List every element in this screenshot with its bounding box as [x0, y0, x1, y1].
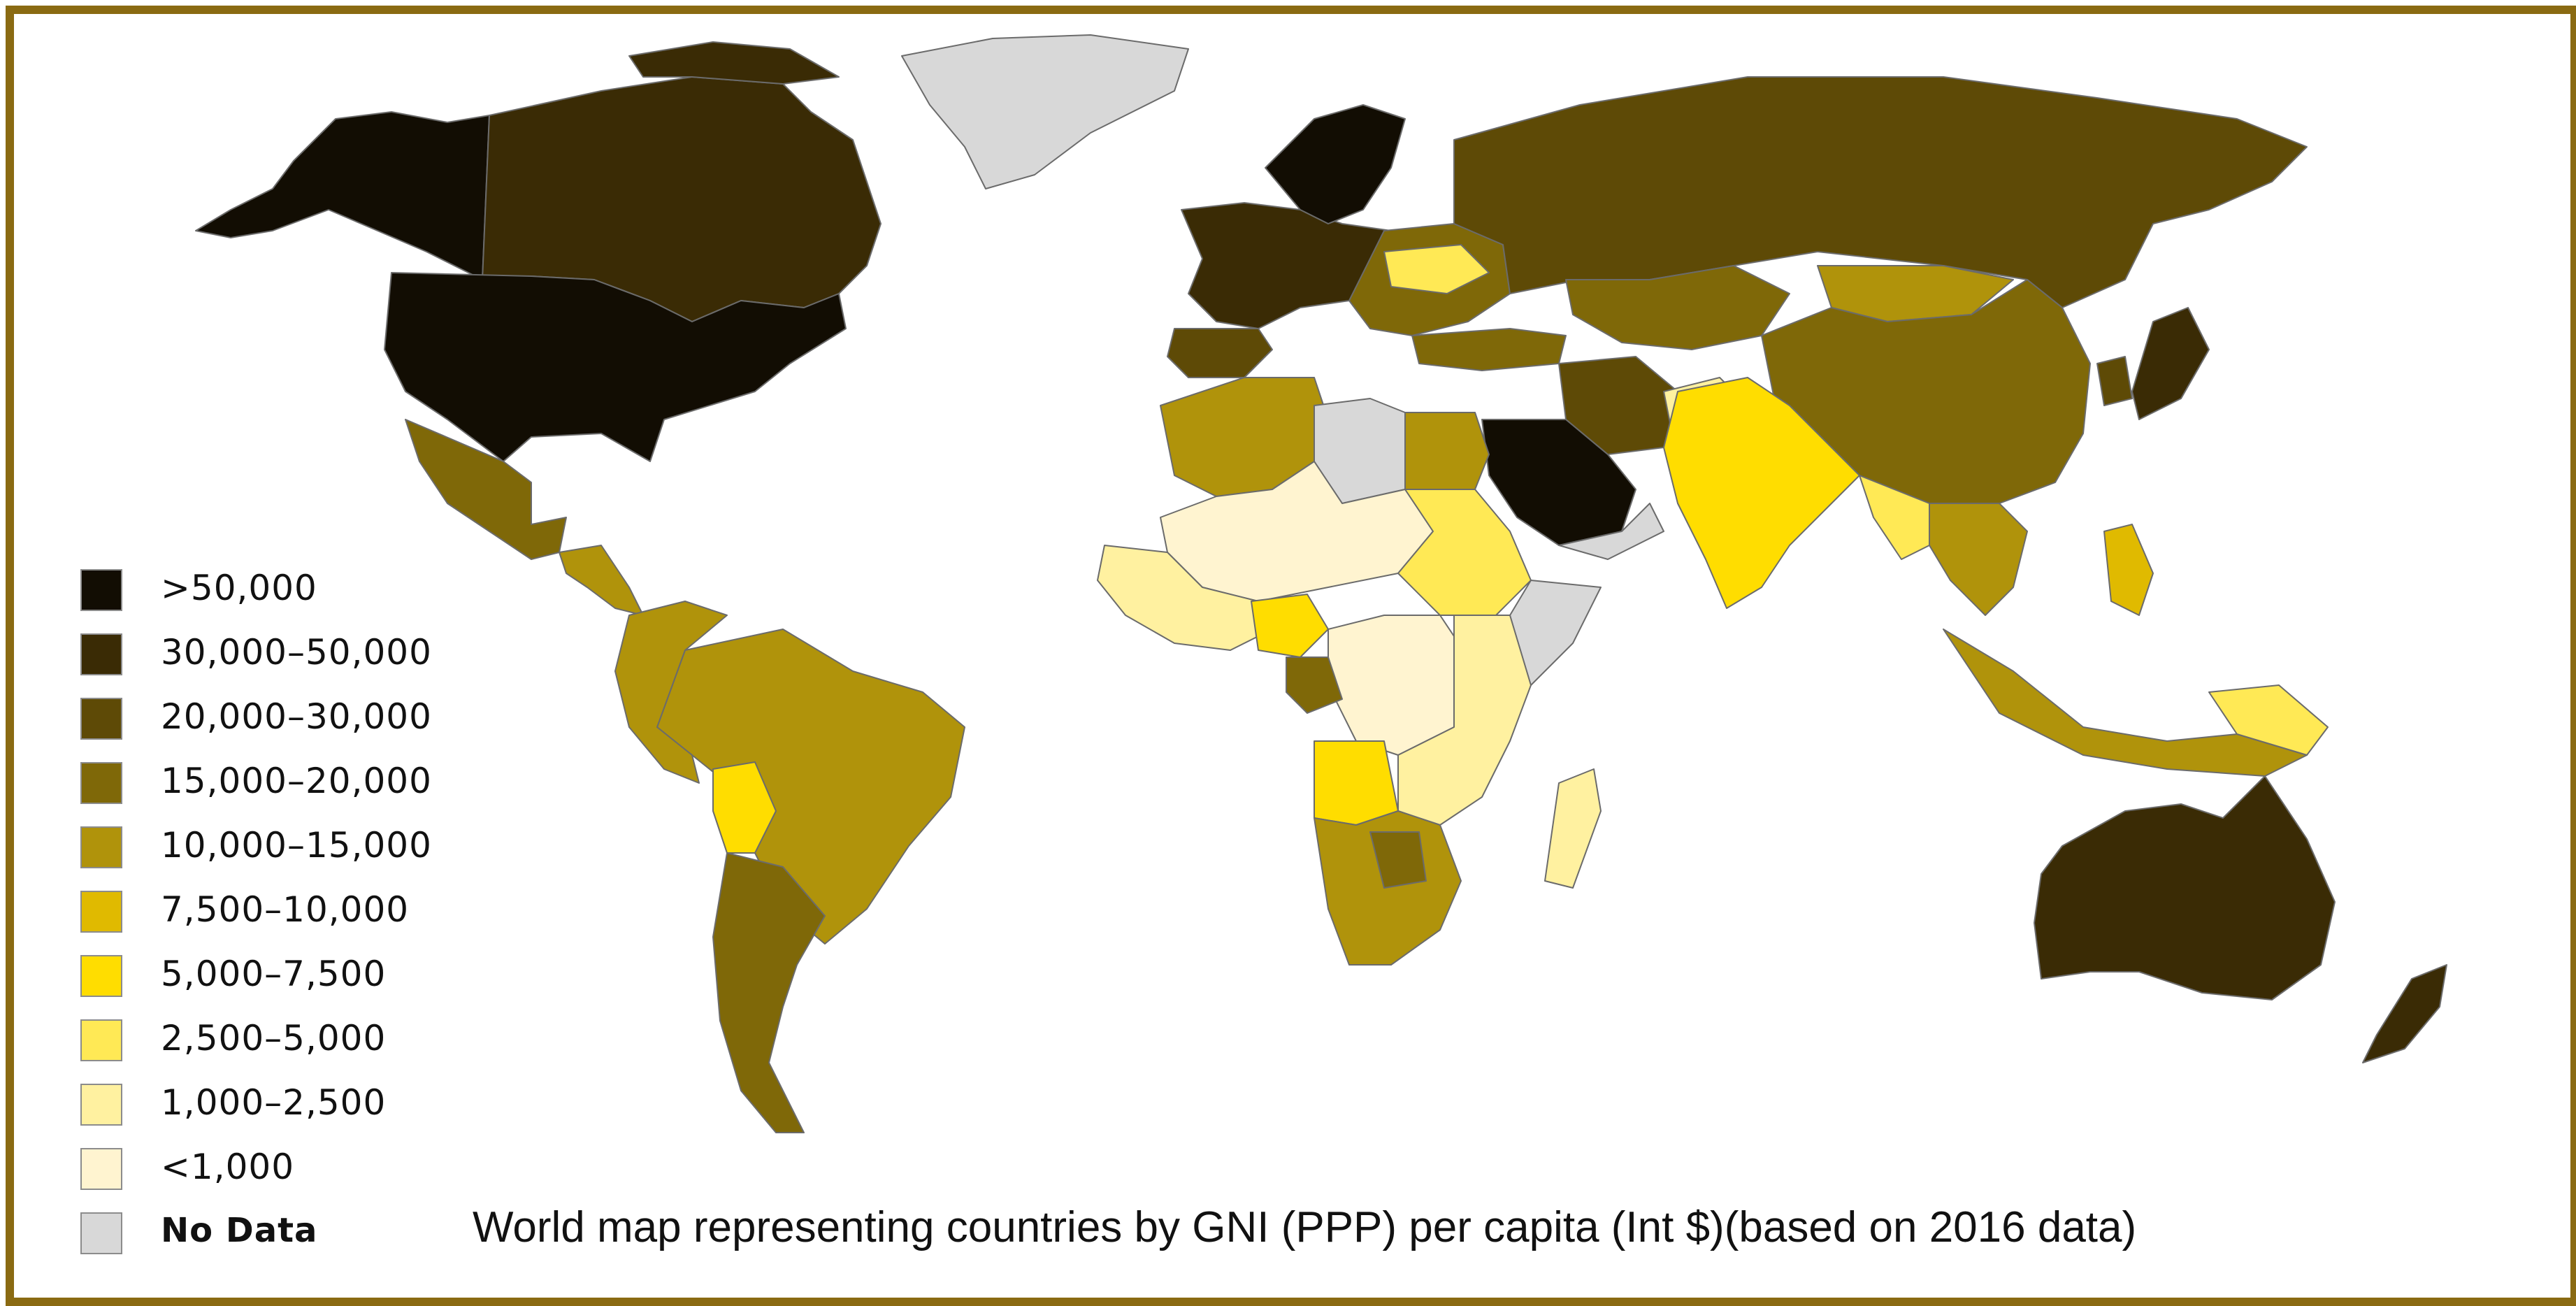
- region-arctic-islands[interactable]: [628, 41, 840, 85]
- region-angola[interactable]: [1314, 740, 1399, 826]
- region-west-africa[interactable]: [1097, 545, 1273, 651]
- region-philippines[interactable]: [2103, 524, 2154, 616]
- legend-swatch: [80, 1019, 122, 1061]
- legend-label: >50,000: [161, 568, 317, 608]
- legend-label: 1,000–2,500: [161, 1082, 387, 1123]
- region-russia[interactable]: [1453, 76, 2308, 308]
- region-australia[interactable]: [2034, 775, 2336, 1000]
- region-japan[interactable]: [2131, 307, 2210, 420]
- region-gabon[interactable]: [1286, 656, 1343, 714]
- legend-label: 30,000–50,000: [161, 632, 432, 673]
- legend-swatch: [80, 1148, 122, 1190]
- region-iberia[interactable]: [1167, 328, 1273, 378]
- region-korea[interactable]: [2096, 356, 2133, 406]
- legend-swatch: [80, 569, 122, 611]
- legend-label: <1,000: [161, 1147, 295, 1187]
- legend-label: 5,000–7,500: [161, 954, 387, 994]
- region-brazil[interactable]: [656, 629, 965, 945]
- region-scandinavia[interactable]: [1265, 104, 1406, 224]
- legend-label: 20,000–30,000: [161, 696, 432, 737]
- legend-label: 15,000–20,000: [161, 761, 432, 801]
- region-greenland[interactable]: [901, 34, 1189, 189]
- region-turkey[interactable]: [1411, 328, 1567, 371]
- region-nigeria[interactable]: [1251, 594, 1329, 658]
- map-caption: World map representing countries by GNI …: [473, 1203, 2137, 1251]
- legend-swatch: [80, 826, 122, 868]
- legend-swatch: [80, 1212, 122, 1254]
- region-andes-north[interactable]: [614, 601, 728, 784]
- legend-swatch: [80, 762, 122, 804]
- region-argentina-chile[interactable]: [712, 852, 826, 1133]
- region-botswana[interactable]: [1369, 831, 1427, 889]
- region-central-america[interactable]: [559, 545, 644, 616]
- region-east-africa[interactable]: [1397, 615, 1532, 826]
- region-egypt[interactable]: [1404, 412, 1490, 490]
- legend-label: 7,500–10,000: [161, 889, 410, 930]
- region-papua[interactable]: [2208, 684, 2329, 756]
- region-southeast-asia[interactable]: [1915, 503, 2028, 616]
- region-alaska[interactable]: [195, 111, 490, 280]
- legend-swatch: [80, 698, 122, 740]
- region-bolivia[interactable]: [712, 761, 777, 854]
- region-usa[interactable]: [384, 272, 847, 462]
- region-yemen-oman[interactable]: [1558, 503, 1664, 560]
- legend-swatch: [80, 633, 122, 675]
- legend-swatch: [80, 955, 122, 997]
- region-madagascar[interactable]: [1544, 768, 1602, 889]
- legend-label: No Data: [161, 1211, 318, 1250]
- region-india[interactable]: [1663, 377, 1860, 609]
- legend-label: 10,000–15,000: [161, 825, 432, 866]
- region-ukraine[interactable]: [1383, 244, 1490, 294]
- legend-swatch: [80, 1084, 122, 1126]
- legend-label: 2,500–5,000: [161, 1018, 387, 1059]
- region-myanmar-laos[interactable]: [1859, 475, 1930, 560]
- legend-swatch: [80, 891, 122, 933]
- region-new-zealand[interactable]: [2362, 964, 2447, 1063]
